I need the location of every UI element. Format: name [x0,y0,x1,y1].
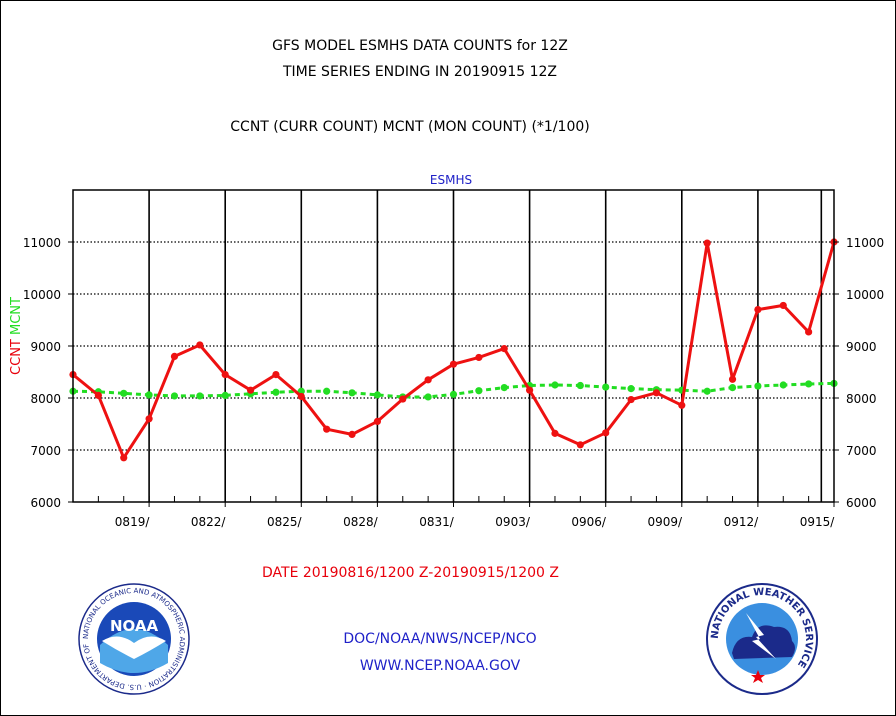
data-point-mcnt [170,392,179,400]
data-point-mcnt [449,390,458,398]
data-point-mcnt [627,385,635,393]
chart-plot: 6000 6000 7000 7000 8000 8000 9000 9000 10000 100… [9,173,884,529]
data-point-mcnt [475,387,483,395]
y-tick-label-left: 6000 [30,496,61,510]
nws-logo: NATIONAL WEATHER SERVICE [706,583,818,695]
data-point-ccnt [145,415,153,423]
x-tick-label: 0819/ [115,515,151,529]
data-point-ccnt [196,341,204,349]
data-point-ccnt [120,454,128,462]
y-tick-label-left: 8000 [30,392,61,406]
data-point-ccnt [805,328,813,336]
x-tick-label: 0906/ [571,515,607,529]
y-tick-label-left: 9000 [30,340,61,354]
nws-star-icon [751,670,765,683]
data-point-ccnt [449,360,458,368]
date-range-label: DATE 20190816/1200 Z-20190915/1200 Z [262,565,559,581]
data-point-ccnt [399,395,407,403]
plot-title: ESMHS [430,173,472,187]
y-axis-label-part: MCNT [9,297,24,339]
noaa-logo: NATIONAL OCEANIC AND ATMOSPHERIC ADMINIS… [78,583,190,695]
data-point-mcnt [145,391,153,399]
x-tick-label: 0912/ [724,515,760,529]
data-point-mcnt [602,383,610,391]
data-point-mcnt [272,388,280,396]
grid-layer [73,190,834,502]
org-line: DOC/NOAA/NWS/NCEP/NCO [343,631,537,647]
data-point-mcnt [373,391,381,399]
data-point-ccnt [678,401,686,409]
x-tick-label: 0909/ [648,515,684,529]
data-point-ccnt [703,239,711,247]
tick-layer: 6000 6000 7000 7000 8000 8000 9000 9000 10000 100… [23,236,884,529]
data-point-ccnt [500,345,508,353]
noaa-logo-text: NOAA [110,617,159,635]
chart-title-line1: GFS MODEL ESMHS DATA COUNTS for 12Z [272,38,568,54]
data-point-ccnt [373,417,381,425]
y-axis-label: CCNT MCNT [9,297,24,375]
data-point-mcnt [120,389,128,397]
data-point-ccnt [627,395,635,404]
y-axis-label-part: CCNT [9,339,24,375]
data-point-mcnt [703,387,711,395]
y-tick-label-left: 11000 [23,236,61,250]
y-tick-label-right: 11000 [846,236,884,250]
data-point-ccnt [728,375,737,383]
data-point-ccnt [323,425,331,433]
data-point-mcnt [221,391,229,399]
x-tick-label: 0822/ [191,515,227,529]
x-tick-label: 0831/ [419,515,455,529]
data-point-ccnt [526,386,534,394]
data-point-mcnt [728,384,737,392]
data-point-ccnt [475,353,483,362]
data-point-ccnt [297,392,305,401]
data-point-mcnt [424,393,432,401]
y-tick-label-right: 7000 [846,444,877,458]
data-point-mcnt [576,381,584,390]
data-point-ccnt [272,371,280,379]
x-tick-label: 0828/ [343,515,379,529]
data-point-ccnt [602,429,610,437]
data-point-mcnt [551,381,559,389]
data-point-mcnt [323,387,331,395]
data-point-mcnt [196,392,204,400]
data-point-ccnt [348,430,356,438]
y-tick-label-left: 7000 [30,444,61,458]
data-point-ccnt [221,371,229,379]
data-point-mcnt [805,380,813,388]
data-point-mcnt [348,389,356,397]
url-line: WWW.NCEP.NOAA.GOV [359,658,521,674]
data-point-ccnt [94,391,102,399]
y-tick-label-right: 6000 [846,496,877,510]
y-tick-label-right: 8000 [846,392,877,406]
data-point-ccnt [551,429,559,437]
chart-subtitle: CCNT (CURR COUNT) MCNT (MON COUNT) (*1/1… [230,119,590,135]
chart-title-line2: TIME SERIES ENDING IN 20190915 12Z [283,64,557,80]
x-tick-label: 0915/ [800,515,836,529]
y-tick-label-right: 10000 [846,288,884,302]
data-point-ccnt [424,376,432,384]
y-tick-label-left: 10000 [23,288,61,302]
y-tick-label-right: 9000 [846,340,877,354]
x-tick-label: 0825/ [267,515,303,529]
data-point-ccnt [779,301,787,310]
x-tick-label: 0903/ [495,515,531,529]
data-point-ccnt [652,389,661,397]
data-point-mcnt [500,384,508,392]
data-point-ccnt [170,352,179,360]
data-point-mcnt [779,381,787,389]
data-point-ccnt [246,386,255,394]
data-point-mcnt [754,382,762,390]
data-point-ccnt [754,306,762,314]
data-point-ccnt [576,441,584,449]
